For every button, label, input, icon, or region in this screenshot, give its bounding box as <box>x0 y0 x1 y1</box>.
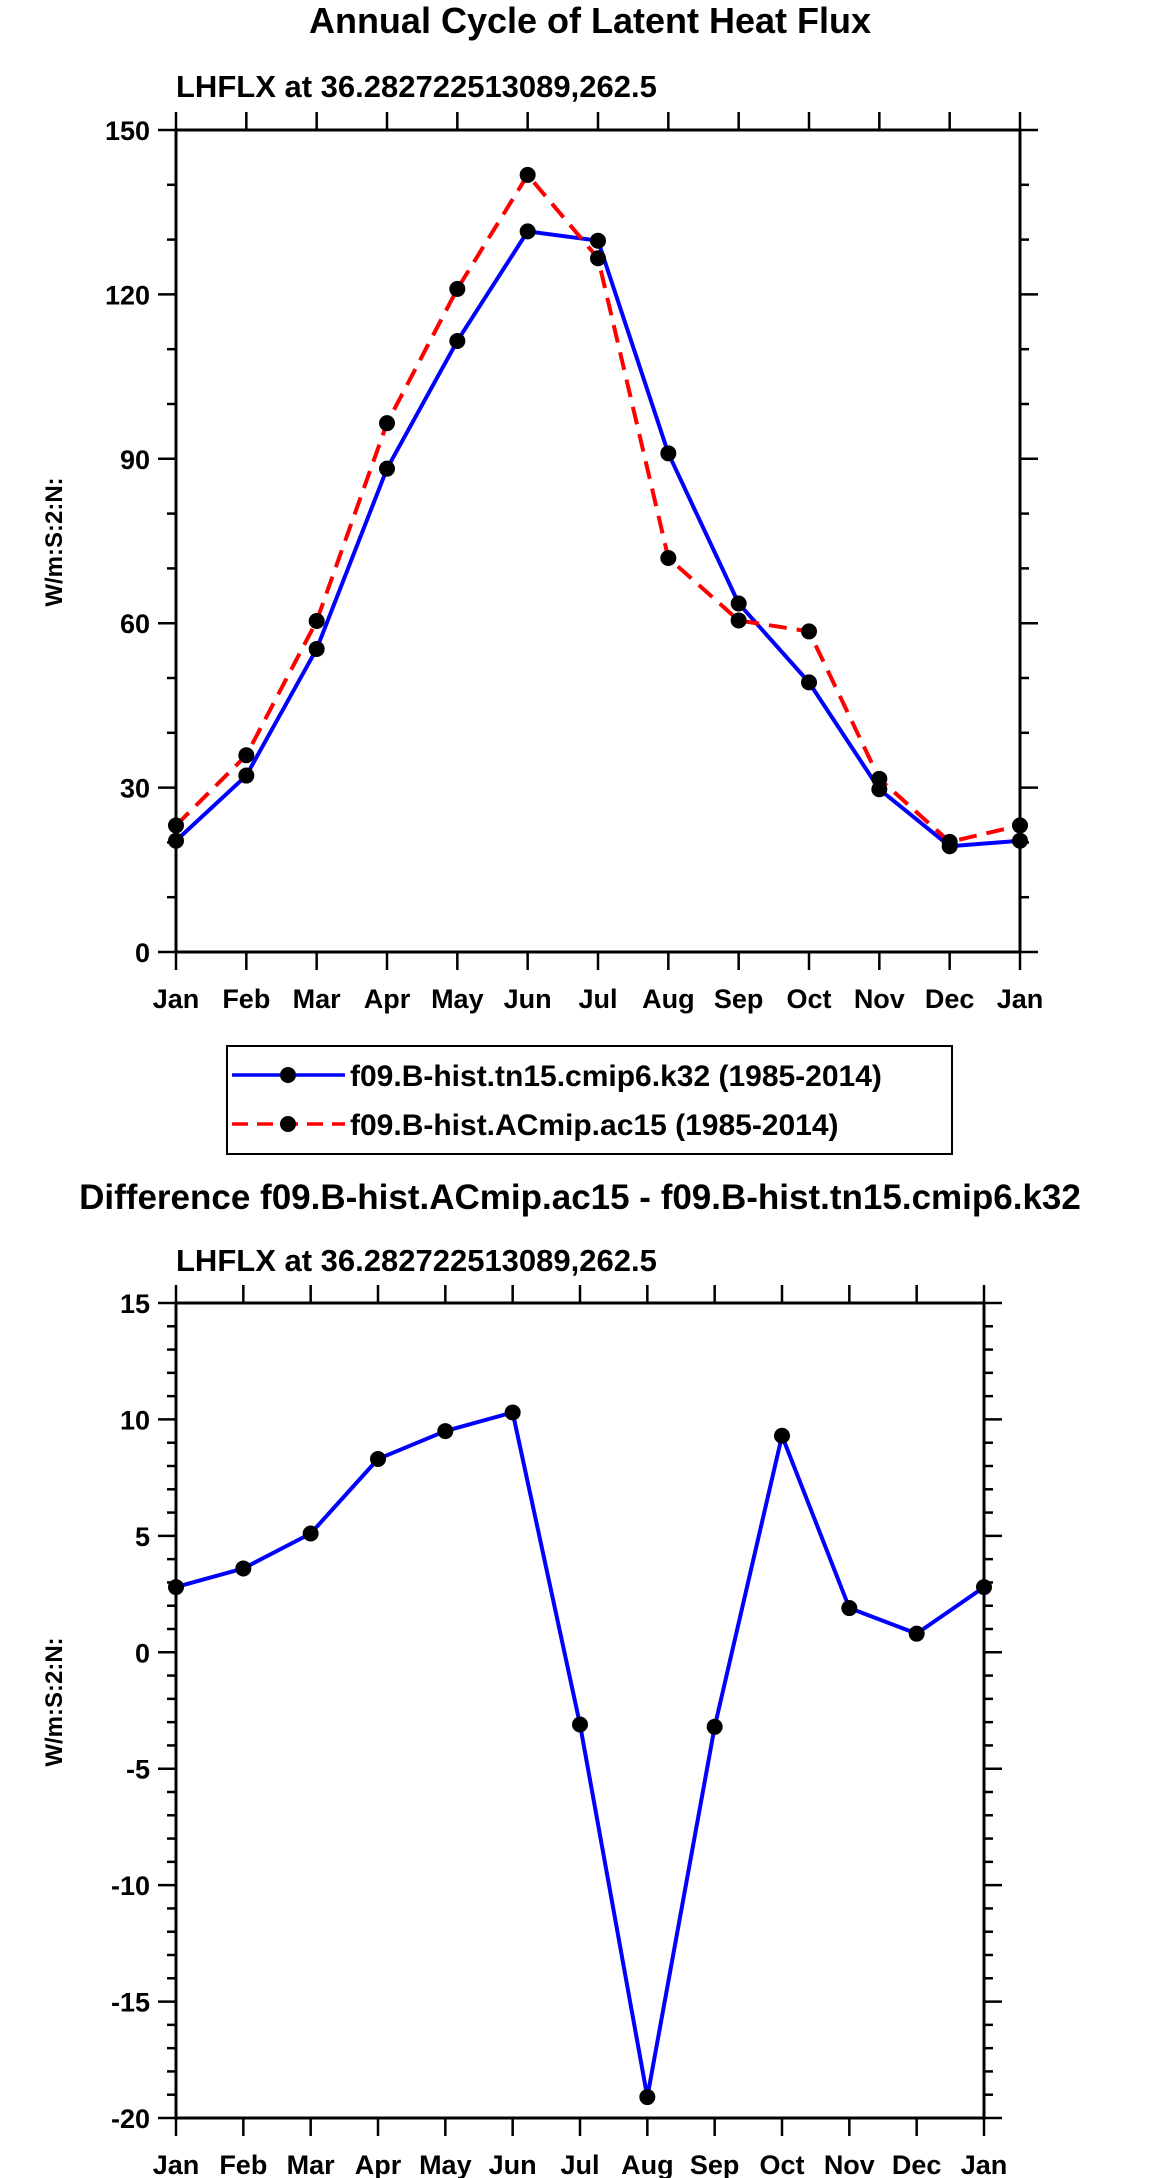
data-point-s2-12 <box>1012 817 1028 834</box>
y-tick-label: -15 <box>111 1988 150 2018</box>
x-tick-label: Feb <box>222 984 270 1014</box>
y-tick-label: -10 <box>111 1871 150 1901</box>
data-point-s2-8 <box>730 612 747 629</box>
data-point-s1-11 <box>908 1625 925 1642</box>
x-tick-label: Apr <box>355 2150 402 2178</box>
series-line-1 <box>174 229 1021 849</box>
data-point-s1-3 <box>379 460 395 477</box>
x-tick-label: Sep <box>690 2150 740 2178</box>
x-tick-label: Jan <box>153 2150 200 2178</box>
x-tick-label: Oct <box>759 2150 804 2178</box>
y-tick-label: -5 <box>126 1755 150 1785</box>
data-point-s1-5 <box>504 1404 521 1421</box>
x-tick-label: Nov <box>824 2150 875 2178</box>
chart2-subtitle: LHFLX at 36.282722513089,262.5 <box>176 1243 657 1278</box>
legend-box <box>226 1045 953 1155</box>
chart1-subtitle: LHFLX at 36.282722513089,262.5 <box>176 69 657 104</box>
data-point-s2-3 <box>379 415 395 432</box>
x-tick-label: Feb <box>219 2150 267 2178</box>
data-point-s2-7 <box>660 549 677 566</box>
x-tick-label: Jan <box>997 984 1044 1014</box>
data-point-s1-1 <box>235 1560 252 1577</box>
chart1-title: Annual Cycle of Latent Heat Flux <box>309 0 871 41</box>
data-point-s1-4 <box>437 1423 454 1440</box>
chart1-axes: 0 30 60 90 120 150 Jan Feb Mar Apr May Jun Jul Aug Sep… <box>105 112 1043 1014</box>
y-tick-label: 90 <box>120 445 150 475</box>
chart2-marks <box>168 1404 992 2106</box>
chart2-axes: -20 -15 -10 -5 0 5 10 15 Jan Feb Mar Apr May Jun Jul Au… <box>111 1285 1007 2178</box>
y-tick-label: 120 <box>105 280 150 310</box>
chart1-marks <box>168 166 1028 855</box>
data-point-s1-12 <box>976 1579 992 1596</box>
data-point-s2-11 <box>941 833 958 850</box>
data-point-s1-0 <box>168 1579 184 1596</box>
x-tick-label: Dec <box>925 984 975 1014</box>
data-point-s1-9 <box>801 674 817 691</box>
y-tick-label: 0 <box>135 1638 150 1668</box>
y-tick-label: 10 <box>120 1405 150 1435</box>
data-point-s1-5 <box>519 223 536 240</box>
data-point-s1-3 <box>370 1451 386 1468</box>
chart2-ylabel: W/m:S:2:N: <box>41 1637 68 1766</box>
data-point-s1-10 <box>841 1600 858 1617</box>
data-point-s1-6 <box>572 1716 588 1733</box>
x-tick-label: May <box>431 984 484 1014</box>
x-tick-label: Nov <box>854 984 905 1014</box>
series-line-2 <box>174 172 1021 844</box>
data-point-s1-4 <box>449 332 466 349</box>
x-tick-label: Jun <box>489 2150 537 2178</box>
x-tick-label: Dec <box>892 2150 942 2178</box>
data-point-s1-7 <box>660 445 677 462</box>
legend-marker-1 <box>280 1067 296 1083</box>
data-point-s1-6 <box>590 232 606 249</box>
data-point-s2-9 <box>801 623 817 640</box>
legend: f09.B-hist.tn15.cmip6.k32 (1985-2014) f0… <box>226 1045 953 1155</box>
x-tick-label: May <box>419 2150 472 2178</box>
y-tick-label: 0 <box>135 938 150 968</box>
data-point-s2-10 <box>871 770 888 787</box>
y-tick-label: 30 <box>120 774 150 804</box>
data-point-s2-6 <box>590 250 606 267</box>
data-point-s1-12 <box>1012 832 1028 849</box>
data-point-s1-8 <box>730 595 747 612</box>
series-line-1 <box>175 1410 986 2100</box>
x-tick-label: Jul <box>578 984 617 1014</box>
data-point-s2-0 <box>168 817 184 834</box>
chart2-title: Difference f09.B-hist.ACmip.ac15 - f09.B… <box>79 1178 1081 1217</box>
data-point-s2-4 <box>449 280 466 297</box>
x-tick-label: Mar <box>293 984 342 1014</box>
y-tick-label: 5 <box>135 1522 150 1552</box>
data-point-s1-2 <box>308 640 325 657</box>
x-tick-label: Aug <box>621 2150 673 2178</box>
x-tick-label: Sep <box>714 984 764 1014</box>
x-tick-label: Jun <box>504 984 552 1014</box>
chart1-ylabel: W/m:S:2:N: <box>41 477 68 606</box>
data-point-s1-8 <box>706 1718 723 1735</box>
legend-marker-2 <box>280 1116 296 1132</box>
x-tick-label: Jan <box>961 2150 1008 2178</box>
y-tick-label: 15 <box>120 1289 150 1319</box>
x-tick-label: Oct <box>786 984 831 1014</box>
x-tick-label: Mar <box>287 2150 336 2178</box>
x-tick-label: Apr <box>364 984 411 1014</box>
plot-frame <box>174 1301 986 2120</box>
data-point-s1-1 <box>238 767 255 784</box>
legend-label-2: f09.B-hist.ACmip.ac15 (1985-2014) <box>350 1109 839 1142</box>
data-point-s1-2 <box>302 1525 319 1542</box>
legend-label-1: f09.B-hist.tn15.cmip6.k32 (1985-2014) <box>350 1060 882 1093</box>
data-point-s2-5 <box>519 166 536 183</box>
y-tick-label: 150 <box>105 116 150 146</box>
x-tick-label: Jul <box>560 2150 599 2178</box>
y-tick-label: 60 <box>120 609 150 639</box>
data-point-s1-9 <box>774 1427 790 1444</box>
data-point-s2-2 <box>308 613 325 630</box>
data-point-s1-0 <box>168 832 184 849</box>
data-point-s2-1 <box>238 747 255 764</box>
x-tick-label: Jan <box>153 984 200 1014</box>
data-point-s1-7 <box>639 2089 656 2106</box>
y-tick-label: -20 <box>111 2104 150 2134</box>
x-tick-label: Aug <box>642 984 694 1014</box>
